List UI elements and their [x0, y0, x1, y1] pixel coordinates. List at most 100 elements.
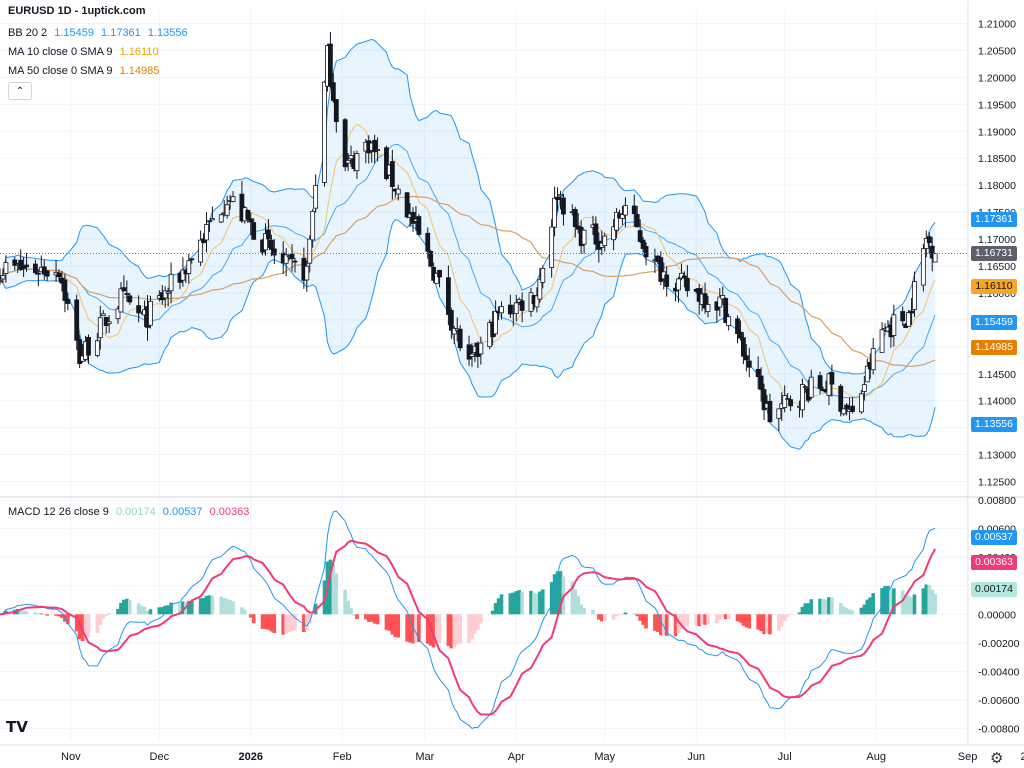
candle [705, 295, 711, 318]
tradingview-logo[interactable]: TV [6, 718, 28, 736]
macd-histogram-bar [452, 614, 457, 648]
macd-histogram-bar [95, 614, 100, 634]
macd-histogram-bar [487, 614, 492, 615]
candle-body [404, 192, 410, 218]
ma10-legend[interactable]: MA 10 close 0 SMA 9 1.16110 [8, 46, 163, 58]
candle [437, 269, 442, 288]
price-tick-label: 1.21000 [978, 18, 1016, 30]
macd-histogram-bar [54, 614, 58, 616]
gear-icon[interactable]: ⚙ [990, 750, 1004, 767]
candle-body [3, 262, 9, 275]
macd-histogram-bar [538, 591, 542, 615]
macd-histogram-bar [375, 614, 380, 625]
macd-legend-label: MACD 12 26 close 9 [8, 506, 109, 518]
bb-legend[interactable]: BB 20 2 1.15459 1.17361 1.13556 [8, 27, 192, 39]
candle [909, 298, 914, 325]
candle [204, 212, 209, 253]
collapse-legend-button[interactable]: ⌃ [8, 82, 32, 100]
candle-body [800, 383, 805, 411]
candle-body [207, 220, 212, 223]
macd-histogram-bar [148, 609, 153, 615]
bb-upper-value: 1.17361 [101, 27, 141, 39]
candle-body [283, 254, 289, 264]
macd-legend[interactable]: MACD 12 26 close 9 0.00174 0.00537 0.003… [8, 506, 253, 518]
time-tick-label: Feb [333, 751, 352, 763]
macd-histogram-bar [163, 605, 167, 615]
candle-body [251, 222, 257, 240]
candle-body [209, 218, 215, 221]
candle [207, 220, 212, 232]
macd-histogram-bar [266, 614, 271, 630]
ma10-value: 1.16110 [119, 46, 159, 58]
macd-histogram-bar [251, 614, 256, 624]
candle [115, 305, 121, 324]
candle [499, 301, 504, 320]
candle [623, 197, 628, 228]
price-tick-label: 1.14000 [978, 396, 1016, 408]
candle [180, 257, 186, 287]
candle-body [631, 205, 637, 215]
macd-histogram-bar [682, 614, 687, 627]
time-tick-label: Nov [61, 751, 81, 763]
candle [602, 232, 608, 252]
macd-histogram-bar [128, 600, 132, 615]
candle [844, 403, 850, 416]
candle [3, 255, 9, 283]
candle [926, 231, 932, 255]
bollinger-band-fill [0, 39, 936, 450]
macd-histogram-bar [694, 614, 698, 626]
candle [702, 282, 708, 314]
candle-body [761, 389, 767, 411]
candle [826, 372, 832, 406]
price-tick-label: 1.14500 [978, 369, 1016, 381]
macd-histogram-bar [889, 588, 893, 615]
macd-histogram-bar [552, 574, 557, 615]
candle-body [345, 159, 351, 164]
price-tick-label: 1.19500 [978, 99, 1016, 111]
candle [723, 297, 729, 324]
candle-body [746, 360, 752, 368]
candle-body [534, 295, 540, 308]
candle-body [74, 299, 80, 341]
candle-body [841, 408, 847, 415]
candle-body [838, 385, 844, 412]
candle [906, 309, 911, 327]
macd-histogram-bar [187, 600, 191, 615]
macd-histogram-bar [841, 606, 846, 615]
macd-histogram-bar [529, 590, 533, 615]
price-tag: 1.16731 [971, 246, 1017, 262]
candle [466, 335, 472, 366]
candle-body [705, 304, 711, 312]
macd-histogram-bar [408, 614, 412, 643]
candle-body [664, 274, 670, 287]
macd-histogram-bar [243, 609, 247, 615]
candle-body [850, 405, 855, 412]
candles [0, 31, 938, 432]
candle [245, 209, 251, 223]
ma50-legend[interactable]: MA 50 close 0 SMA 9 1.14985 [8, 65, 163, 77]
candle [62, 273, 68, 313]
candle [198, 230, 204, 266]
candle-body [767, 400, 773, 423]
candle-body [581, 229, 587, 245]
macd-histogram-bar [659, 614, 663, 636]
macd-histogram-bar [641, 614, 645, 625]
candle-body [313, 185, 319, 209]
macd-histogram-bar [479, 614, 483, 624]
macd-histogram-bar [331, 564, 336, 615]
candle-body [224, 204, 230, 216]
candle-body [870, 348, 876, 371]
candle-body [782, 395, 788, 408]
macd-histogram-bar [201, 598, 206, 615]
macd-histogram-bar [414, 614, 418, 642]
candle-body [24, 264, 29, 268]
candle-body [634, 214, 640, 228]
candle-body [738, 331, 743, 339]
candle-body [434, 272, 440, 284]
candle-body [86, 336, 91, 356]
candle-body [741, 337, 746, 357]
candle-body [702, 293, 708, 309]
macd-histogram-bar [886, 585, 890, 615]
macd-histogram-bar [346, 600, 350, 615]
